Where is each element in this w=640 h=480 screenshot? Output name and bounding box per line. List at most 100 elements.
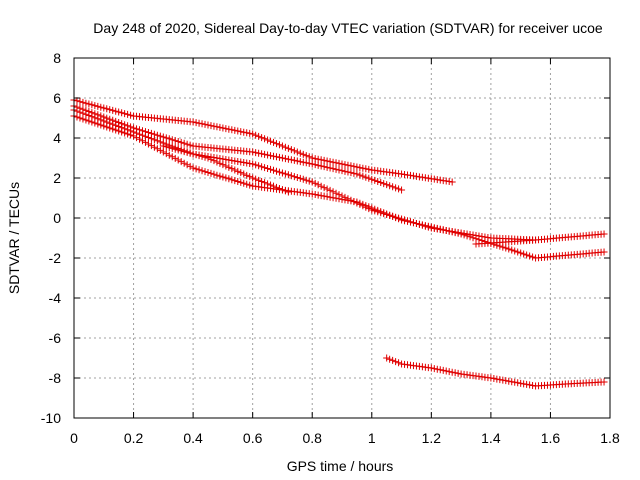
data-point <box>308 178 316 186</box>
data-point <box>332 165 340 173</box>
data-point <box>243 129 251 137</box>
data-point <box>213 123 221 131</box>
data-point <box>296 174 304 182</box>
data-point <box>320 163 328 171</box>
data-point <box>523 380 531 388</box>
data-point <box>293 157 301 165</box>
data-point <box>186 141 194 149</box>
data-point <box>305 177 313 185</box>
x-tick-label: 0.2 <box>124 430 144 446</box>
data-point <box>159 148 167 156</box>
data-point <box>272 153 280 161</box>
data-point <box>442 367 450 375</box>
data-point <box>389 356 397 364</box>
data-point <box>94 120 102 128</box>
data-point <box>165 135 173 143</box>
data-point <box>195 119 203 127</box>
data-point <box>368 175 376 183</box>
data-point <box>109 125 117 133</box>
data-point <box>341 167 349 175</box>
data-point <box>177 158 185 166</box>
data-point <box>231 177 239 185</box>
data-point <box>252 131 260 139</box>
data-point <box>299 150 307 158</box>
series-track-7 <box>383 354 608 390</box>
y-tick-label: -6 <box>49 330 62 346</box>
data-point <box>296 158 304 166</box>
data-point <box>106 106 114 114</box>
data-point <box>442 227 450 234</box>
data-point <box>234 178 242 185</box>
data-point <box>469 234 477 242</box>
data-point <box>204 154 212 162</box>
data-point <box>231 126 239 134</box>
data-point <box>228 176 236 184</box>
data-point <box>275 185 283 192</box>
data-point <box>436 225 444 233</box>
data-point <box>332 159 340 167</box>
data-point <box>392 358 400 366</box>
data-point <box>427 364 435 372</box>
data-point <box>332 194 340 202</box>
data-point <box>511 247 519 255</box>
data-point <box>305 159 313 167</box>
data-point <box>353 170 361 178</box>
data-point <box>502 244 510 252</box>
data-point <box>156 146 164 154</box>
data-point <box>162 143 170 151</box>
data-point <box>261 135 269 143</box>
data-point <box>246 181 254 189</box>
data-point <box>320 184 328 192</box>
data-point <box>365 174 373 182</box>
axis-ticks <box>73 57 611 419</box>
data-point <box>198 120 206 128</box>
data-point <box>73 113 81 121</box>
data-point <box>350 162 358 170</box>
data-point <box>314 181 322 189</box>
data-point <box>270 166 278 174</box>
series-track-1 <box>70 96 456 186</box>
data-point <box>359 164 367 172</box>
data-point <box>210 170 218 178</box>
data-point <box>216 172 224 180</box>
y-axis-tick-labels: -10 -8 -6 -4 -2 0 2 4 6 8 <box>41 50 61 426</box>
x-tick-label: 0.4 <box>183 430 203 446</box>
data-point <box>311 161 319 169</box>
data-point <box>335 159 343 167</box>
data-point <box>85 100 93 108</box>
data-point <box>183 161 191 169</box>
data-point <box>222 174 230 182</box>
data-point <box>88 101 96 109</box>
data-point <box>317 162 325 170</box>
data-point <box>258 163 266 171</box>
data-point <box>395 185 403 193</box>
data-point <box>329 194 337 202</box>
data-point <box>293 174 301 181</box>
data-point <box>326 158 334 166</box>
data-point <box>278 142 286 150</box>
data-point <box>246 129 254 137</box>
data-point <box>523 251 531 259</box>
x-tick-label: 0.8 <box>302 430 322 446</box>
data-point <box>290 156 298 164</box>
data-point <box>249 174 257 182</box>
data-point <box>323 185 331 193</box>
data-point <box>261 150 269 158</box>
data-point <box>359 200 367 208</box>
data-point <box>421 222 429 230</box>
data-point <box>258 178 266 185</box>
y-tick-label: -10 <box>41 410 61 426</box>
data-point <box>284 188 292 196</box>
data-point <box>335 166 343 174</box>
grid <box>74 58 610 418</box>
data-point <box>144 134 152 141</box>
y-tick-label: 6 <box>53 90 61 106</box>
data-point <box>121 110 129 118</box>
data-point <box>392 214 400 222</box>
data-point <box>493 375 501 383</box>
data-point <box>201 168 209 176</box>
data-point <box>249 130 257 138</box>
data-point <box>174 156 182 164</box>
data-point <box>103 123 111 131</box>
